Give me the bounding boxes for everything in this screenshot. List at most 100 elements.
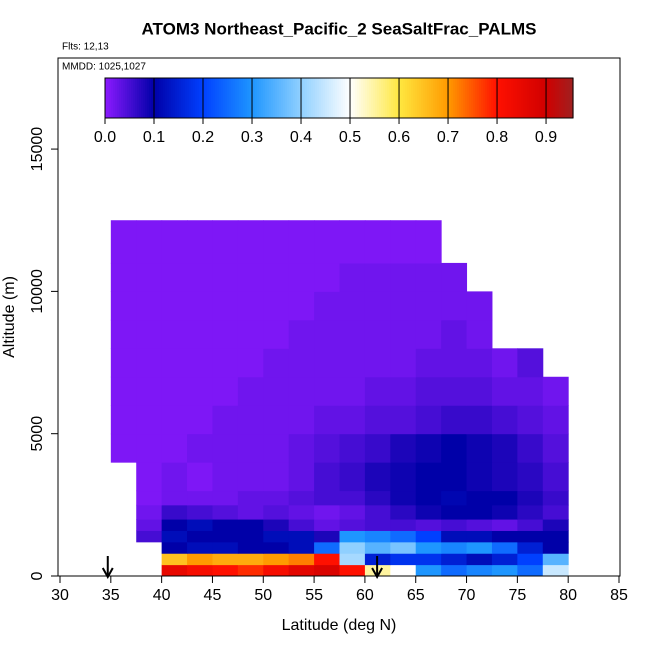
- x-tick-label: 75: [508, 587, 526, 604]
- heat-cell: [390, 291, 417, 321]
- heat-cell: [517, 348, 544, 378]
- heat-cell: [263, 319, 290, 349]
- colorbar-swatch: [399, 78, 402, 118]
- colorbar-swatch: [115, 78, 118, 118]
- heat-cell: [390, 220, 417, 264]
- colorbar-swatch: [435, 78, 438, 118]
- colorbar-swatch: [269, 78, 272, 118]
- colorbar-swatch: [137, 78, 140, 118]
- heat-cell: [314, 504, 340, 520]
- colorbar-swatch: [119, 78, 122, 118]
- colorbar-swatch: [549, 78, 552, 118]
- heat-cell: [466, 319, 493, 349]
- heat-cell: [161, 348, 188, 378]
- heat-cell: [314, 376, 340, 406]
- colorbar-swatch: [343, 78, 346, 118]
- heat-cell: [288, 220, 315, 264]
- colorbar-swatch: [469, 78, 472, 118]
- heat-cell: [288, 376, 315, 406]
- colorbar-swatch: [273, 78, 276, 118]
- heat-cell: [136, 490, 163, 506]
- heat-cell: [187, 553, 213, 566]
- heat-cell: [263, 564, 290, 577]
- heat-cell: [339, 291, 366, 321]
- colorbar-swatch: [327, 78, 330, 118]
- heat-cell: [212, 433, 239, 463]
- colorbar-swatch: [333, 78, 336, 118]
- colorbar-tick-label: 0.5: [339, 129, 361, 146]
- heat-cell: [237, 319, 264, 349]
- heat-cell: [441, 462, 468, 492]
- heat-cell: [161, 530, 188, 543]
- colorbar-swatch: [521, 78, 524, 118]
- heat-cell: [136, 291, 163, 321]
- colorbar-swatch: [387, 78, 390, 118]
- heat-cell: [237, 541, 264, 554]
- colorbar-swatch: [167, 78, 170, 118]
- heat-cell: [263, 405, 290, 435]
- heat-cell: [390, 348, 417, 378]
- colorbar-swatch: [109, 78, 112, 118]
- colorbar-tick-label: 0.6: [388, 129, 410, 146]
- heat-cell: [263, 504, 290, 520]
- colorbar-swatch: [331, 78, 334, 118]
- heat-cell: [441, 553, 468, 566]
- colorbar-swatch: [531, 78, 534, 118]
- heat-cell: [542, 433, 569, 463]
- heat-cell: [364, 462, 391, 492]
- heat-cell: [314, 553, 340, 566]
- colorbar-swatch: [395, 78, 398, 118]
- heat-cell: [339, 348, 366, 378]
- colorbar-swatch: [485, 78, 488, 118]
- colorbar-swatch: [565, 78, 568, 118]
- colorbar-swatch: [299, 78, 302, 118]
- colorbar-swatch: [317, 78, 320, 118]
- colorbar-swatch: [427, 78, 430, 118]
- heat-cell: [212, 262, 239, 292]
- colorbar-swatch: [505, 78, 508, 118]
- colorbar-swatch: [225, 78, 228, 118]
- heat-cell: [339, 490, 366, 506]
- colorbar-swatch: [283, 78, 286, 118]
- colorbar-swatch: [249, 78, 252, 118]
- colorbar-swatch: [517, 78, 520, 118]
- heat-cell: [263, 462, 290, 492]
- colorbar-swatch: [403, 78, 406, 118]
- colorbar-swatch: [155, 78, 158, 118]
- heat-cell: [187, 490, 213, 506]
- y-tick-label: 0: [29, 571, 46, 580]
- heat-cell: [441, 433, 468, 463]
- heat-cell: [441, 490, 468, 506]
- heat-cell: [364, 348, 391, 378]
- heat-cell: [161, 519, 188, 531]
- heat-cell: [237, 564, 264, 577]
- heat-cell: [491, 504, 518, 520]
- heat-cell: [415, 490, 442, 506]
- heat-cell: [542, 462, 569, 492]
- colorbar-swatch: [311, 78, 314, 118]
- colorbar-swatch: [323, 78, 326, 118]
- colorbar-swatch: [227, 78, 230, 118]
- colorbar-swatch: [199, 78, 202, 118]
- heat-cell: [339, 564, 366, 577]
- heat-cell: [491, 541, 518, 554]
- colorbar-swatch: [121, 78, 124, 118]
- heat-cell: [390, 564, 417, 577]
- heat-cell: [441, 504, 468, 520]
- colorbar-swatch: [219, 78, 222, 118]
- heat-cell: [187, 262, 213, 292]
- heat-cell: [364, 262, 391, 292]
- heat-cell: [187, 348, 213, 378]
- colorbar-swatch: [201, 78, 204, 118]
- heat-cell: [161, 405, 188, 435]
- heat-cell: [263, 262, 290, 292]
- colorbar-swatch: [291, 78, 294, 118]
- colorbar-swatch: [551, 78, 554, 118]
- heat-cell: [212, 405, 239, 435]
- colorbar-swatch: [347, 78, 350, 118]
- colorbar-swatch: [143, 78, 146, 118]
- colorbar-swatch: [467, 78, 470, 118]
- colorbar-swatch: [541, 78, 544, 118]
- heat-cell: [415, 262, 442, 292]
- colorbar-swatch: [235, 78, 238, 118]
